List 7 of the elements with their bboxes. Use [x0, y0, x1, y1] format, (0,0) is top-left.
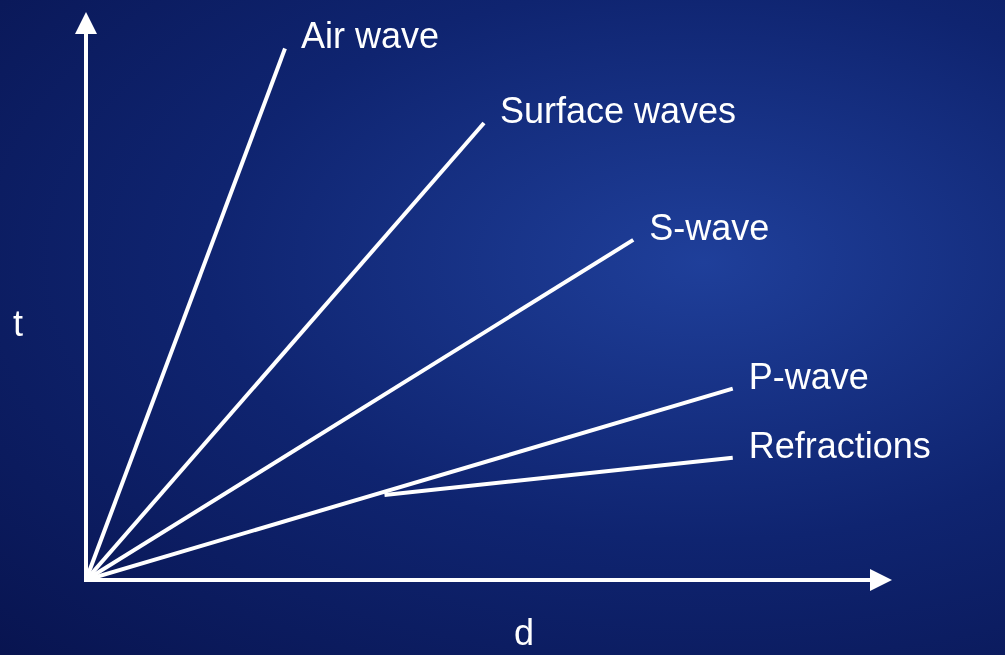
series-label: P-wave [748, 355, 869, 397]
series-label: Surface waves [500, 89, 737, 131]
series-label: Refractions [748, 424, 931, 466]
series-label: Air wave [301, 15, 440, 57]
x-axis-title: d [513, 611, 535, 653]
y-axis-title: t [12, 302, 24, 344]
series-label: S-wave [649, 206, 770, 248]
